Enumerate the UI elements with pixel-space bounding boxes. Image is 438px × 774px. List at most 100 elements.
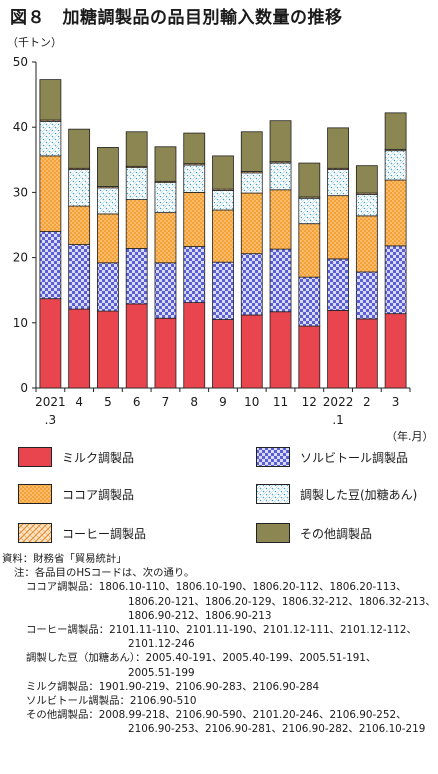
bar-segment-2-11 [355,215,378,273]
bar-segment-5-10 [327,127,349,169]
legend-label-bean: 調製した豆(加糖あん) [300,487,418,502]
bar-segment-2-0 [39,155,62,232]
bar-segment-1-6 [212,261,234,320]
hs-milk-line: ミルク調製品：1901.90-219、2106.90-283、2106.90-2… [26,680,320,693]
hs-coffee-line-1: コーヒー調製品：2101.11-110、2101.11-190、2101.12-… [26,623,417,636]
bar-segment-3-4 [154,182,177,214]
bar-segment-2-3 [125,199,148,249]
bar-segment-1-10 [327,258,349,311]
hs-coffee-line-2: 2101.12-246 [128,638,195,651]
bar-segment-2-5 [183,191,206,247]
y-tick-label: 20 [13,251,28,265]
legend-swatch-other [256,523,290,543]
legend-label-other: その他調製品 [300,526,373,541]
source-note: 資料：財務省「貿易統計」 [2,553,127,565]
stacked-bar-chart: 0 10 20 30 40 50 2021.3 4 5 6 7 8 9 10 11 12 2022.1 2 3 [13,55,411,427]
legend-label-milk: ミルク調製品 [62,450,135,465]
notes: 資料：財務省「貿易統計」 注：各品目のHSコードは、次の通り。 ココア調製品：1… [2,552,436,736]
bar-segment-1-3 [125,248,148,305]
bar-segment-0-8 [269,311,292,389]
bar-segment-5-8 [269,120,292,163]
legend-swatch-coffee [18,523,52,543]
bar-segment-0-12 [384,313,407,389]
bar-segment-2-1 [68,205,91,245]
bar-segment-0-11 [355,318,378,389]
x-tick-label: 2021.3 [35,395,66,427]
legend-label-coffee: コーヒー調製品 [62,526,147,541]
y-axis-unit: （千トン） [7,36,62,49]
bar-segment-1-2 [97,262,119,312]
x-tick-label: 11 [273,395,288,409]
bar-segment-3-0 [39,120,62,157]
bar-segment-5-6 [212,155,234,190]
legend-item-sorbitol: ソルビトール調製品 [256,447,408,467]
legend-label-sorbitol: ソルビトール調製品 [300,450,409,465]
y-tick-label: 0 [20,381,28,395]
bar-segment-2-4 [154,212,177,264]
bar-segment-5-7 [240,131,263,172]
legend-item-bean: 調製した豆(加糖あん) [256,484,417,504]
legend-item-coffee: コーヒー調製品 [18,523,146,543]
hs-cocoa-line-3: 1806.90-212、1806.90-213 [128,609,272,622]
bar-segment-1-12 [384,245,407,315]
bar-segment-3-9 [298,197,321,225]
x-axis-unit: （年.月） [386,430,434,443]
bar-segment-3-3 [125,167,148,200]
x-tick-label: 2 [363,395,371,409]
hs-bean-line-2: 2005.51-199 [128,666,195,679]
bar-segment-0-3 [125,303,148,389]
bar-segment-5-12 [384,112,407,150]
hs-sorbitol-line: ソルビトール調製品：2106.90-510 [26,694,197,707]
x-tick-label: 3 [392,395,400,409]
x-tick-label: 7 [162,395,170,409]
bar-segment-1-4 [154,262,177,319]
bar-segment-2-10 [327,195,349,260]
bar-segment-0-5 [183,302,206,389]
bar-segment-2-6 [212,209,234,263]
bar-segment-5-11 [355,165,378,194]
hs-note-heading: 注：各品目のHSコードは、次の通り。 [14,567,195,580]
bar-segment-5-2 [97,147,119,187]
y-tick-label: 30 [13,185,28,199]
bar-segment-5-4 [154,146,177,182]
hs-bean-line-1: 調製した豆（加糖あん）：2005.40-191、2005.40-199、2005… [26,652,377,665]
bar-segment-5-5 [183,132,206,165]
bar-segment-1-1 [68,244,91,310]
bar-segment-2-7 [240,192,263,255]
bar-segment-3-5 [183,164,206,193]
y-tick-label: 40 [13,120,28,134]
hs-other-line-1: その他調製品：2008.99-218、2106.90-590、2101.20-2… [26,709,407,722]
bar-segment-3-7 [240,172,263,194]
bar-segment-2-12 [384,179,407,247]
hs-cocoa-line-1: ココア調製品：1806.10-110、1806.10-190、1806.20-1… [26,581,407,594]
bar-segment-0-6 [212,319,234,389]
legend-item-cocoa: ココア調製品 [18,484,134,504]
bar-segment-3-6 [212,190,234,211]
bar-segment-3-8 [269,162,292,191]
bar-segment-3-12 [384,150,407,181]
x-tick-label: 12 [302,395,317,409]
bar-segment-3-11 [355,193,378,217]
legend-swatch-cocoa [18,484,52,504]
bar-segment-0-10 [327,310,349,389]
hs-cocoa-line-2: 1806.20-121、1806.20-129、1806.32-212、1806… [128,595,436,608]
bar-segment-3-10 [327,169,349,197]
x-tick-label: 8 [190,395,198,409]
x-tick-label: 5 [104,395,112,409]
bar-segment-5-0 [39,79,62,121]
legend-swatch-sorbitol [256,447,290,467]
y-tick-label: 50 [13,55,28,69]
bar-segment-0-1 [68,308,91,389]
bar-segment-3-2 [97,187,119,215]
bar-segment-1-7 [240,253,263,316]
x-tick-label: 10 [244,395,259,409]
bar-segment-5-9 [298,162,321,198]
bar-segment-3-1 [68,169,91,207]
bar-segment-0-2 [97,310,119,389]
bar-segment-1-8 [269,248,292,313]
bar-segment-0-7 [240,314,263,389]
x-tick-label: 2022.1 [323,395,354,427]
bar-segment-1-9 [298,276,321,327]
y-tick-label: 10 [13,316,28,330]
